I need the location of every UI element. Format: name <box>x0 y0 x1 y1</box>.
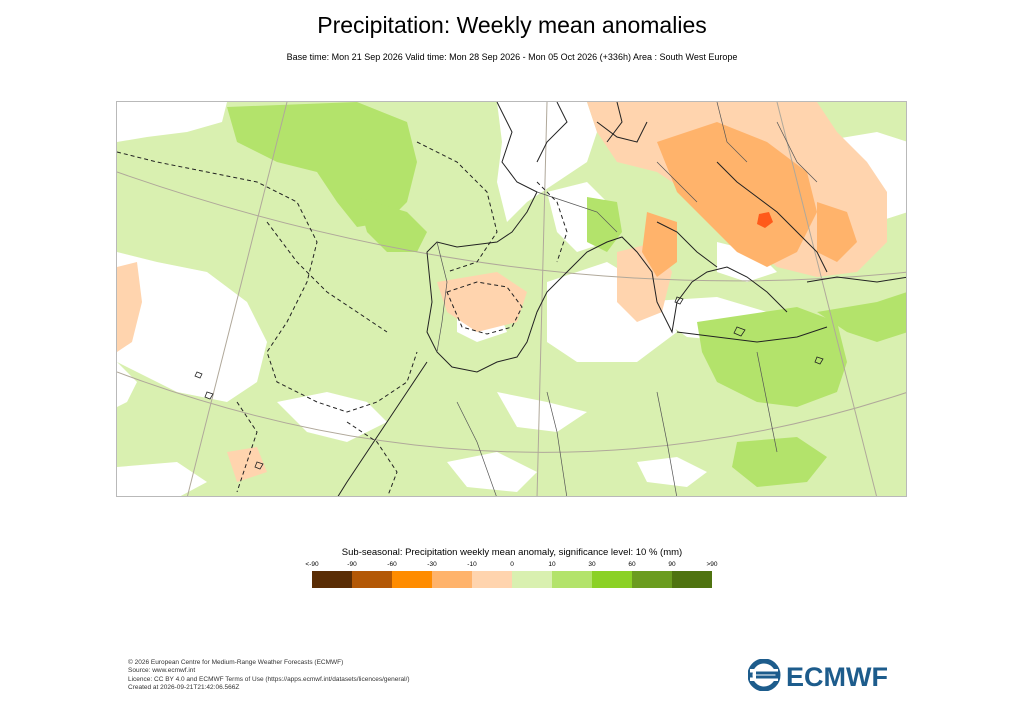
legend-color-swatch <box>352 571 392 588</box>
legend-color-swatch <box>672 571 712 588</box>
legend-colorbar <box>312 571 712 588</box>
strong-negative-anomaly <box>757 212 773 228</box>
legend-tick-label: 60 <box>628 561 636 568</box>
islands <box>194 296 824 470</box>
legend-color-swatch <box>592 571 632 588</box>
legend-color-swatch <box>552 571 592 588</box>
legend-color-swatch <box>632 571 672 588</box>
ecmwf-logo-icon[interactable]: ECMWF <box>748 659 898 691</box>
legend-tick-label: >90 <box>706 561 718 568</box>
footer-line: © 2026 European Centre for Medium-Range … <box>128 659 344 666</box>
graticule <box>117 102 906 496</box>
legend-color-swatch <box>472 571 512 588</box>
legend-tick-label: 10 <box>548 561 556 568</box>
country-borders <box>436 102 818 496</box>
coastlines <box>337 102 906 496</box>
legend-tick-label: 0 <box>510 561 514 568</box>
legend-color-swatch <box>312 571 352 588</box>
legend-tick-label: -10 <box>467 561 477 568</box>
footer-line: Created at 2026-09-21T21:42:06.566Z <box>128 683 240 691</box>
footer-line: Licence: CC BY 4.0 and ECMWF Terms of Us… <box>128 675 410 683</box>
map-frame[interactable] <box>116 101 907 497</box>
map-title: Precipitation: Weekly mean anomalies <box>317 12 707 38</box>
footer-line: Source: www.ecmwf.int <box>128 667 196 675</box>
legend-color-swatch <box>432 571 472 588</box>
legend-tick-label: 90 <box>668 561 676 568</box>
legend-tick-label: -30 <box>427 561 437 568</box>
copyright-footer: © 2026 European Centre for Medium-Range … <box>128 659 410 692</box>
legend-color-swatch <box>392 571 432 588</box>
map-subtitle: Base time: Mon 21 Sep 2026 Valid time: M… <box>286 52 738 62</box>
legend-title: Sub-seasonal: Precipitation weekly mean … <box>341 547 683 558</box>
legend-tick-label: -90 <box>347 561 357 568</box>
legend-tick-label: -60 <box>387 561 397 568</box>
legend-tick-label: 30 <box>588 561 596 568</box>
legend-color-swatch <box>512 571 552 588</box>
negative-anomaly-mid-areas <box>642 122 857 277</box>
legend-tick-labels: <-90 -90 -60 -30 -10 0 10 30 60 90 >90 <box>0 561 1024 571</box>
legend-tick-label: <-90 <box>305 561 319 568</box>
logo-text: ECMWF <box>786 662 888 691</box>
anomaly-map <box>117 102 906 496</box>
significance-contours <box>117 141 568 496</box>
